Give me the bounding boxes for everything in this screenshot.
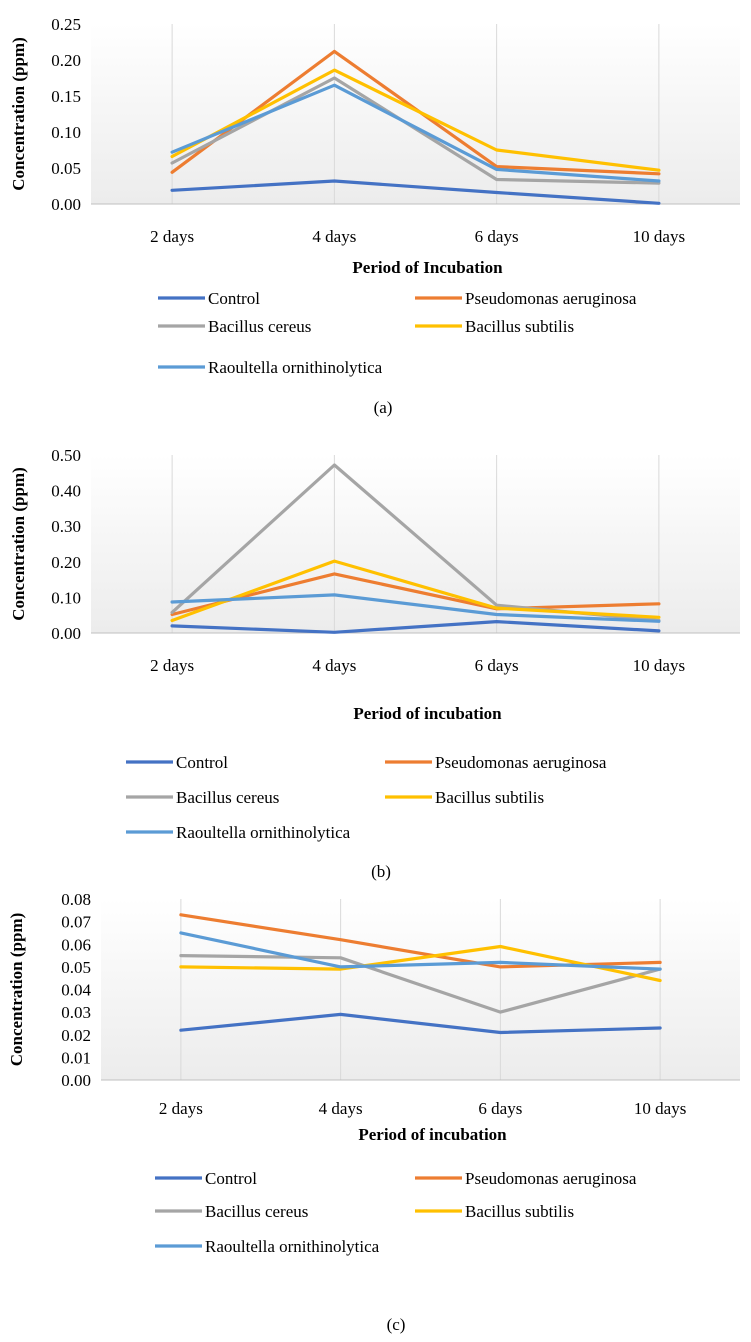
legend-label: Pseudomonas aeruginosa <box>435 753 607 772</box>
y-tick-label: 0.00 <box>61 1071 91 1090</box>
x-tick-label: 10 days <box>633 227 685 246</box>
y-tick-label: 0.04 <box>61 981 91 1000</box>
y-tick-label: 0.20 <box>51 553 81 572</box>
x-tick-label: 4 days <box>312 656 356 675</box>
x-tick-label: 2 days <box>150 227 194 246</box>
legend-label: Control <box>176 753 228 772</box>
legend-label: Control <box>208 289 260 308</box>
legend-label: Pseudomonas aeruginosa <box>465 1169 637 1188</box>
series-line <box>170 620 661 634</box>
x-axis-title: Period of incubation <box>353 704 502 723</box>
legend-label: Pseudomonas aeruginosa <box>465 289 637 308</box>
series-line <box>170 593 661 623</box>
x-tick-label: 4 days <box>312 227 356 246</box>
legend-label: Bacillus cereus <box>205 1202 308 1221</box>
y-tick-label: 0.00 <box>51 195 81 214</box>
series-line <box>179 931 662 971</box>
chart-panel-b: 0.00 0.10 0.20 0.30 0.40 0.50 2 days 4 days 6 da… <box>9 446 740 881</box>
legend-label: Control <box>205 1169 257 1188</box>
y-tick-label: 0.03 <box>61 1003 91 1022</box>
figure-caption: (a) <box>374 398 393 417</box>
legend-label: Raoultella ornithinolytica <box>208 358 383 377</box>
y-axis-title: Concentration (ppm) <box>7 913 26 1066</box>
y-tick-label: 0.15 <box>51 87 81 106</box>
y-tick-label: 0.00 <box>51 624 81 643</box>
y-tick-label: 0.05 <box>51 159 81 178</box>
y-tick-label: 0.06 <box>61 935 91 954</box>
y-tick-label: 0.20 <box>51 51 81 70</box>
series-line <box>170 179 661 205</box>
x-axis-title: Period of incubation <box>358 1125 507 1144</box>
series-line <box>170 68 661 172</box>
y-tick-label: 0.30 <box>51 517 81 536</box>
series-line <box>179 1012 662 1035</box>
series-line <box>170 572 661 617</box>
x-axis-title: Period of Incubation <box>352 258 503 277</box>
y-tick-label: 0.40 <box>51 482 81 501</box>
x-tick-label: 6 days <box>475 227 519 246</box>
y-tick-label: 0.08 <box>61 892 91 909</box>
legend-label: Raoultella ornithinolytica <box>205 1237 380 1256</box>
x-tick-label: 10 days <box>633 656 685 675</box>
legend-label: Raoultella ornithinolytica <box>176 823 351 842</box>
y-tick-label: 0.10 <box>51 588 81 607</box>
series-line <box>170 559 661 623</box>
legend-label: Bacillus subtilis <box>435 788 544 807</box>
y-axis-title: Concentration (ppm) <box>9 467 28 620</box>
x-tick-label: 4 days <box>319 1099 363 1118</box>
chart-panel-c: 0.00 0.01 0.02 0.03 0.04 0.05 0.06 0.07 0.08 2 da… <box>7 892 740 1334</box>
legend-label: Bacillus cereus <box>208 317 311 336</box>
y-tick-label: 0.07 <box>61 913 91 932</box>
figure-caption: (b) <box>371 862 391 881</box>
y-tick-label: 0.50 <box>51 446 81 465</box>
y-tick-label: 0.10 <box>51 123 81 142</box>
x-tick-label: 6 days <box>478 1099 522 1118</box>
series-line <box>179 953 662 1014</box>
y-tick-label: 0.05 <box>61 958 91 977</box>
x-tick-label: 2 days <box>150 656 194 675</box>
legend-label: Bacillus cereus <box>176 788 279 807</box>
x-tick-label: 2 days <box>159 1099 203 1118</box>
figure-caption: (c) <box>387 1315 406 1334</box>
y-axis-title: Concentration (ppm) <box>9 37 28 190</box>
y-tick-label: 0.02 <box>61 1026 91 1045</box>
chart-panel-a: 0.00 0.05 0.10 0.15 0.20 0.25 2 days 4 days 6 da… <box>9 15 740 417</box>
series-line <box>179 944 662 983</box>
y-tick-label: 0.25 <box>51 15 81 34</box>
x-tick-label: 6 days <box>475 656 519 675</box>
legend-label: Bacillus subtilis <box>465 1202 574 1221</box>
plot-area <box>91 24 740 204</box>
legend-label: Bacillus subtilis <box>465 317 574 336</box>
plot-area <box>101 899 740 1080</box>
x-tick-label: 10 days <box>634 1099 686 1118</box>
series-line <box>170 83 661 183</box>
y-tick-label: 0.01 <box>61 1048 91 1067</box>
